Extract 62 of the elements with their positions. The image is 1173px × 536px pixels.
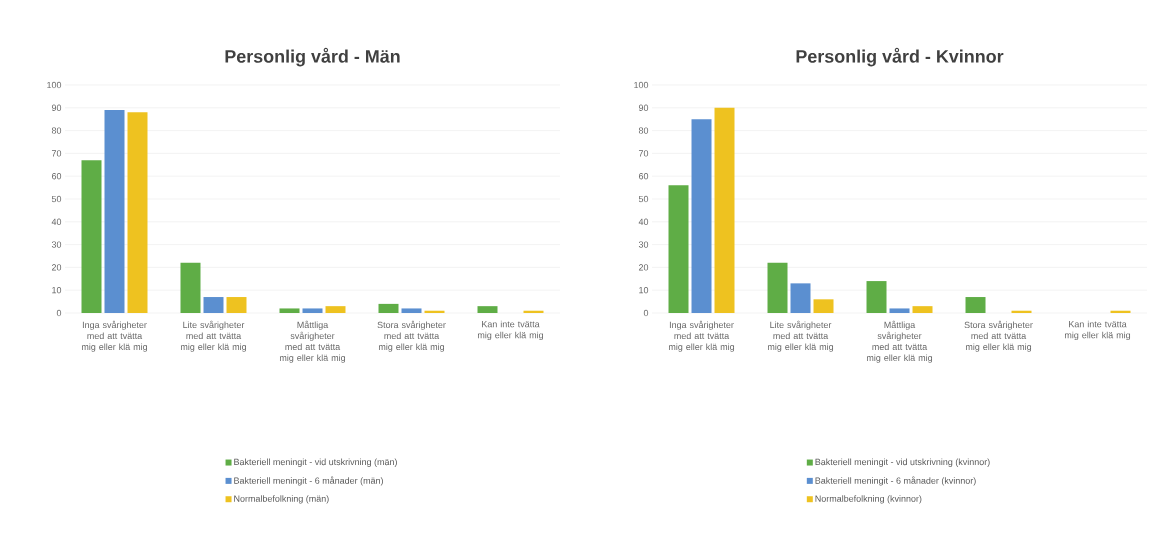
chart-title: Personlig vård - Kvinnor [796, 47, 1004, 67]
x-tick-label: Kan inte tvätta mig eller klä mig [1064, 320, 1131, 341]
bar [279, 308, 300, 313]
bar [790, 283, 811, 313]
legend-label: Normalbefolkning (kvinnor) [815, 495, 922, 504]
x-tick-label: Måttliga svårigheter med att tvätta mig eller klä mig [279, 320, 346, 363]
bar [767, 262, 788, 313]
legend-label: Bakteriell meningit - vid utskrivning (kvinnor) [815, 458, 990, 467]
bar [203, 297, 224, 313]
bar [668, 185, 689, 313]
x-tick-label: Stora svårigheter med att tvätta mig eller klä mig [377, 320, 446, 352]
y-tick-label: 30 [638, 241, 649, 248]
y-tick-label: 60 [51, 173, 62, 180]
y-tick-label: 100 [47, 81, 62, 89]
legend-label: Normalbefolkning (män) [234, 495, 329, 504]
y-tick-label: 50 [638, 195, 649, 203]
y-tick-label: 70 [51, 150, 62, 157]
bar [104, 110, 125, 313]
bar [81, 160, 102, 313]
y-tick-label: 80 [638, 127, 649, 134]
x-tick-label: Kan inte tvätta mig eller klä mig [477, 320, 544, 341]
x-tick-label: Inga svårigheter med att tvätta mig eller klä mig [668, 320, 735, 352]
bar [401, 308, 422, 313]
x-tick-label: Inga svårigheter med att tvätta mig eller klä mig [81, 320, 148, 352]
y-tick-label: 10 [52, 287, 62, 294]
bar [477, 306, 498, 313]
bar [302, 308, 323, 313]
y-tick-label: 20 [638, 264, 649, 271]
legend-label: Bakteriell meningit - 6 månader (kvinnor) [815, 476, 976, 486]
bar [965, 297, 986, 313]
bar [378, 303, 399, 313]
x-tick-label: Lite svårigheter med att tvätta mig eller klä mig [767, 320, 834, 352]
legend-label: Bakteriell meningit - vid utskrivning (män) [234, 458, 397, 467]
y-tick-label: 100 [634, 81, 649, 89]
x-tick-label: Lite svårigheter med att tvätta mig eller klä mig [180, 320, 247, 352]
y-tick-label: 80 [51, 127, 62, 134]
bar [714, 107, 735, 313]
y-tick-label: 30 [51, 241, 62, 248]
bar [127, 112, 148, 313]
y-tick-label: 10 [639, 287, 649, 294]
y-tick-label: 50 [51, 195, 62, 203]
bar [912, 306, 933, 313]
bar [866, 281, 887, 313]
y-tick-label: 90 [51, 104, 62, 111]
bar [180, 262, 201, 313]
x-tick-label: Måttliga svårigheter med att tvätta mig eller klä mig [866, 320, 933, 363]
y-tick-label: 20 [51, 264, 62, 271]
legend-label: Bakteriell meningit - 6 månader (män) [234, 476, 383, 486]
bar [889, 308, 910, 313]
chart-title: Personlig vård - Män [225, 47, 400, 67]
y-tick-label: 90 [638, 104, 649, 111]
y-tick-label: 0 [643, 309, 649, 317]
bar [691, 119, 712, 313]
y-tick-label: 60 [638, 173, 649, 180]
bar [226, 297, 247, 313]
bar [325, 306, 346, 313]
y-tick-label: 40 [638, 218, 649, 225]
y-tick-label: 0 [56, 309, 62, 317]
y-tick-label: 40 [51, 218, 62, 225]
bar [813, 299, 834, 313]
x-tick-label: Stora svårigheter med att tvätta mig eller klä mig [964, 320, 1033, 352]
y-tick-label: 70 [638, 150, 649, 157]
